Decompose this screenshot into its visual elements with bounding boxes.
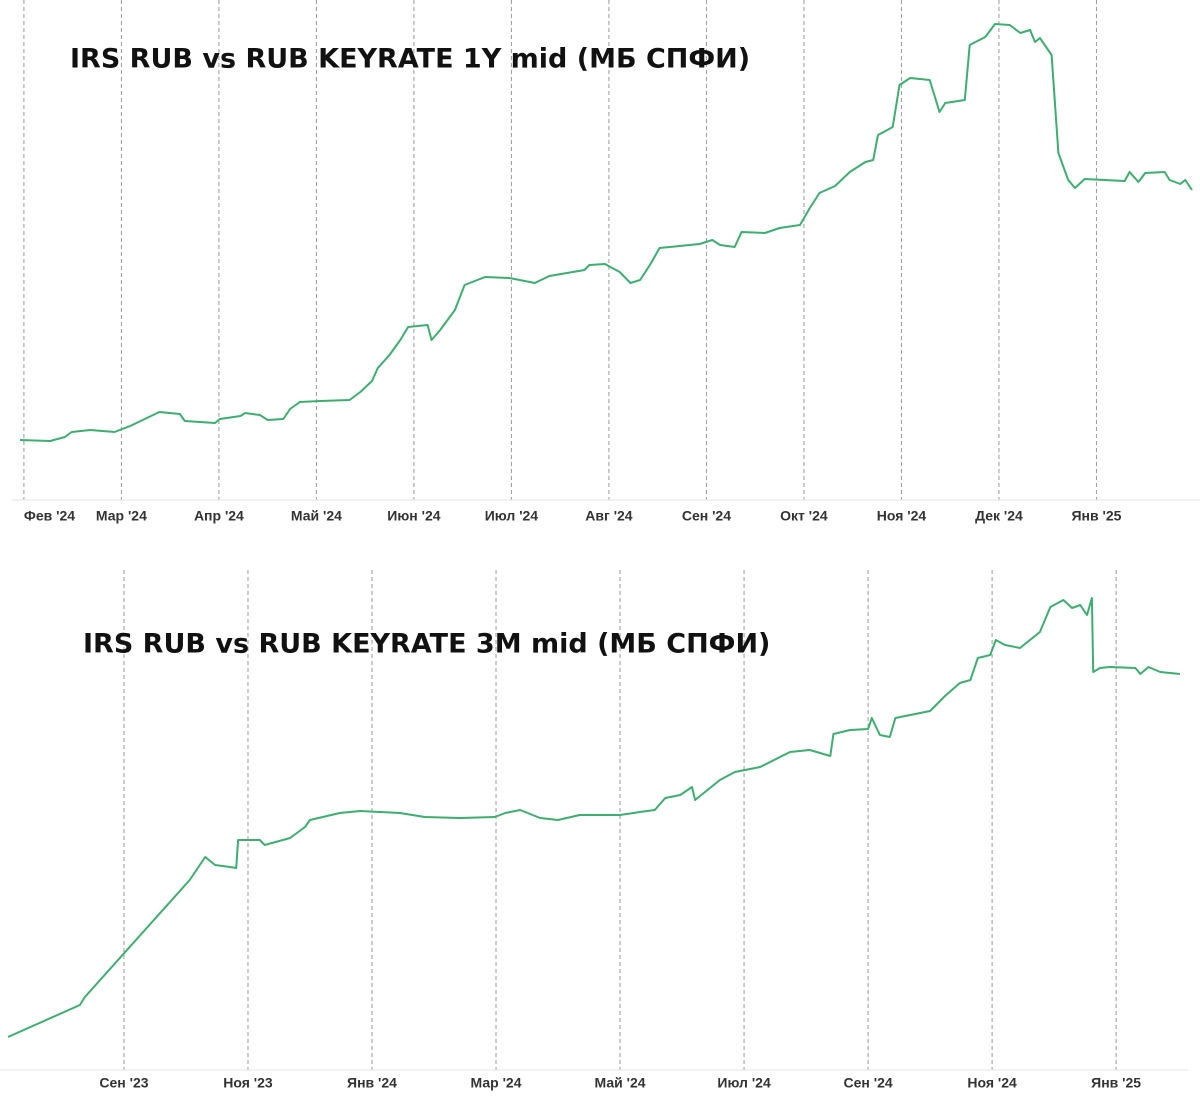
x-tick-label: Сен '23 bbox=[99, 1075, 148, 1091]
x-tick-label: Сен '24 bbox=[844, 1075, 893, 1091]
x-tick-label: Май '24 bbox=[291, 508, 342, 524]
x-tick-label: Мар '24 bbox=[96, 508, 147, 524]
x-tick-label: Янв '25 bbox=[1071, 508, 1121, 524]
line-series bbox=[7, 597, 1181, 1038]
x-tick-label: Ноя '24 bbox=[877, 508, 927, 524]
x-tick-label: Окт '24 bbox=[780, 508, 828, 524]
x-tick-label: Янв '24 bbox=[347, 1075, 397, 1091]
x-tick-label: Дек '24 bbox=[975, 508, 1023, 524]
chart-title: IRS RUB vs RUB KEYRATE 1Y mid (МБ СПФИ) bbox=[70, 44, 750, 75]
x-tick-label: Мар '24 bbox=[471, 1075, 522, 1091]
x-tick-label: Июл '24 bbox=[717, 1075, 771, 1091]
x-tick-label: Июн '24 bbox=[387, 508, 440, 524]
x-tick-label: Апр '24 bbox=[194, 508, 244, 524]
x-tick-label: Июл '24 bbox=[485, 508, 539, 524]
x-tick-label: Май '24 bbox=[595, 1075, 646, 1091]
x-tick-label: Сен '24 bbox=[682, 508, 731, 524]
chart: Сен '23 Ноя '23 Янв '24 Мар '24 Май '24 Июл '… bbox=[0, 570, 1188, 1091]
x-tick-label: Фев '24 bbox=[24, 508, 75, 524]
x-tick-label: Янв '25 bbox=[1091, 1075, 1141, 1091]
chart: Фев '24 Мар '24 Апр '24 Май '24 Июн '24 Июл '… bbox=[12, 0, 1200, 524]
x-tick-label: Ноя '23 bbox=[223, 1075, 273, 1091]
x-tick-label: Ноя '24 bbox=[967, 1075, 1017, 1091]
chart-title: IRS RUB vs RUB KEYRATE 3M mid (МБ СПФИ) bbox=[83, 629, 770, 660]
x-tick-label: Авг '24 bbox=[585, 508, 633, 524]
line-series bbox=[19, 23, 1193, 442]
